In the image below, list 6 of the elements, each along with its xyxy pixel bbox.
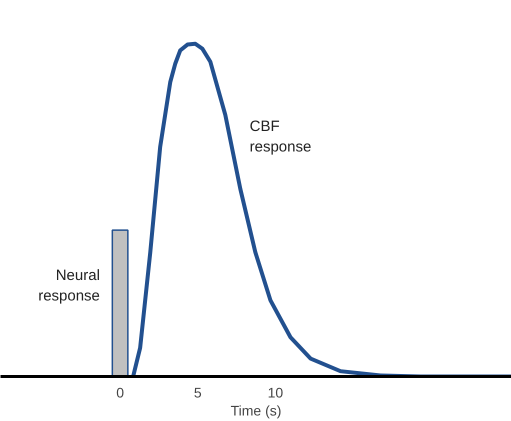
x-tick-label: 0: [116, 384, 124, 400]
series-label: CBF response: [250, 118, 312, 156]
x-axis-title: Time (s): [230, 402, 282, 418]
series-label: Neural response: [38, 267, 100, 304]
x-tick-label: 5: [194, 384, 202, 400]
x-tick-label: 10: [268, 384, 284, 400]
